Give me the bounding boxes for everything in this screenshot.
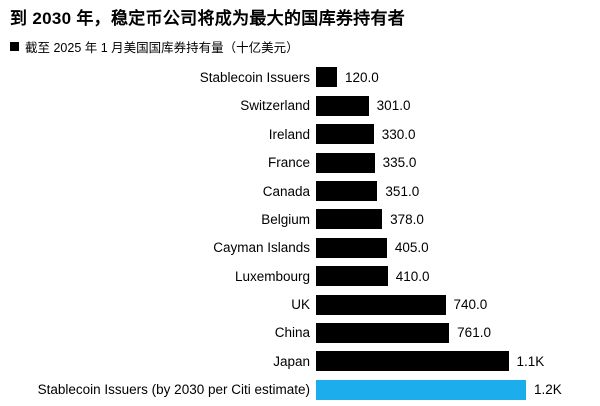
category-label: France (267, 155, 310, 171)
chart-row: Switzerland 301.0 (10, 92, 600, 120)
chart-row: Cayman Islands 405.0 (10, 234, 600, 262)
value-label: 1.2K (534, 382, 562, 398)
chart-row: France 335.0 (10, 148, 600, 176)
chart-row: China 761.0 (10, 319, 600, 347)
category-label: Ireland (268, 126, 310, 142)
chart-row: Japan 1.1K (10, 347, 600, 375)
bar (316, 67, 337, 88)
bar (316, 95, 369, 116)
chart-subtitle: 截至 2025 年 1 月美国国库券持有量（十亿美元） (10, 37, 600, 56)
chart-row: Belgium 378.0 (10, 205, 600, 233)
bar (316, 294, 446, 315)
category-label: Luxembourg (234, 268, 310, 284)
category-label: UK (291, 297, 310, 313)
bar (316, 351, 509, 372)
bar (316, 237, 387, 258)
category-label: China (274, 325, 310, 341)
category-label: Switzerland (240, 98, 310, 114)
value-label: 120.0 (345, 69, 379, 85)
value-label: 740.0 (453, 297, 488, 313)
chart-rows: Stablecoin Issuers 120.0 Switzerland 301.0 I… (10, 63, 600, 404)
category-label: Belgium (261, 211, 310, 227)
chart-row: Stablecoin Issuers 120.0 (10, 63, 600, 91)
chart-subtitle-label: 截至 2025 年 1 月美国国库券持有量（十亿美元） (25, 41, 299, 56)
bar (316, 181, 378, 201)
value-label: 335.0 (382, 155, 417, 171)
value-label: 378.0 (390, 211, 424, 227)
value-label: 405.0 (394, 240, 429, 256)
bar (316, 124, 374, 145)
bar (316, 152, 375, 173)
category-label: Stablecoin Issuers (199, 69, 310, 85)
value-label: 330.0 (381, 126, 416, 142)
value-label: 351.0 (385, 183, 420, 199)
value-label: 410.0 (395, 268, 430, 284)
category-label: Stablecoin Issuers (by 2030 per Citi est… (37, 382, 310, 398)
value-label: 761.0 (457, 325, 491, 341)
chart-row: Stablecoin Issuers (by 2030 per Citi est… (10, 376, 600, 404)
bar (316, 379, 526, 400)
category-label: Japan (273, 353, 310, 369)
chart-row: Canada 351.0 (10, 177, 600, 205)
chart-row: UK 740.0 (10, 290, 600, 318)
chart-title: 到 2030 年，稳定币公司将成为最大的国库券持有者 (10, 9, 406, 28)
value-label: 1.1K (516, 353, 545, 369)
category-label: Canada (262, 183, 310, 199)
chart-row: Luxembourg 410.0 (10, 262, 600, 290)
bar (316, 209, 383, 230)
bar (316, 322, 450, 343)
chart-row: Ireland 330.0 (10, 120, 600, 148)
bar (316, 266, 388, 287)
legend-square-icon (10, 42, 19, 52)
value-label: 301.0 (376, 98, 411, 114)
category-label: Cayman Islands (213, 240, 310, 256)
